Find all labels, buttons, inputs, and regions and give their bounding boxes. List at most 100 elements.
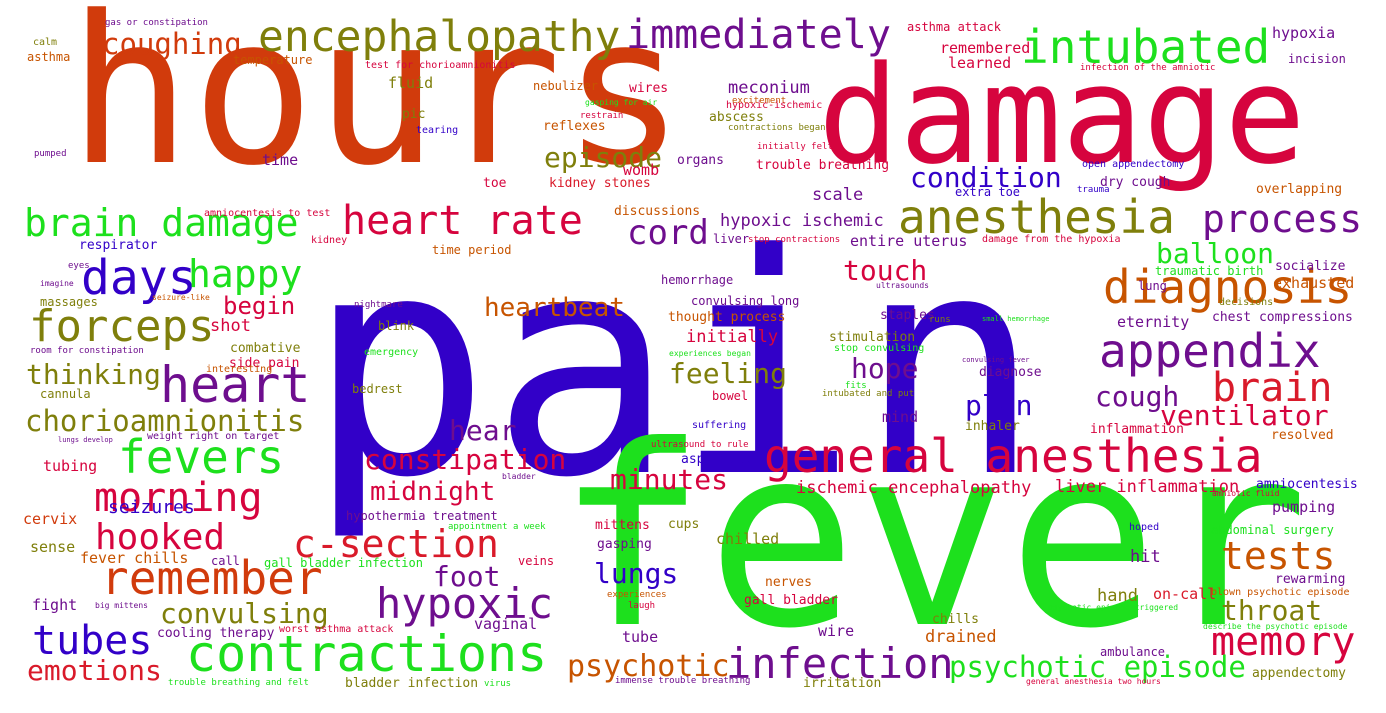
word-amniotic-fluid: amniotic fluid — [1212, 489, 1280, 498]
word-bowel: bowel — [712, 389, 749, 403]
word-restrain: restrain — [580, 111, 624, 121]
word-asthma: asthma — [27, 50, 71, 64]
word-lungs: lungs — [594, 557, 679, 590]
word-psychotic: psychotic — [567, 649, 730, 684]
word-convulsing: convulsing — [160, 597, 329, 630]
word-diagnosis: diagnosis — [1103, 260, 1353, 314]
word-chorioamnionitis: chorioamnionitis — [25, 404, 305, 438]
word-asthma-attack: asthma attack — [907, 20, 1001, 34]
word-thinking: thinking — [26, 358, 161, 391]
word-shot: shot — [210, 316, 251, 336]
word-side-pain: side pain — [229, 356, 300, 371]
word-bedrest: bedrest — [352, 382, 403, 396]
word-cervix: cervix — [23, 510, 78, 528]
word-anesthesia: anesthesia — [898, 190, 1175, 244]
word-respirator: respirator — [79, 238, 158, 253]
word-experiences-began: experiences began — [669, 349, 751, 358]
word-suffering: suffering — [692, 420, 747, 431]
word-trouble-breathing-and-felt: trouble breathing and felt — [168, 678, 309, 688]
word-experiences: experiences — [607, 590, 667, 600]
word-appointment-a-week: appointment a week — [448, 522, 546, 532]
word-initially: initially — [686, 327, 779, 347]
word-stop-contractions: stop contractions — [748, 235, 841, 245]
word-fever-chills: fever chills — [80, 549, 189, 567]
word-rewarming: rewarming — [1275, 572, 1346, 587]
word-emergency: emergency — [364, 347, 419, 358]
word-hit: hit — [1130, 547, 1161, 567]
word-worst-asthma-attack: worst asthma attack — [279, 624, 394, 635]
word-hypoxic-ischemic: hypoxic ischemic — [720, 211, 884, 231]
word-gas-or-constipation: gas or constipation — [105, 18, 208, 28]
word-begin: begin — [223, 292, 296, 320]
word-wire: wire — [818, 622, 855, 640]
word-infection-of-the-amniotic: infection of the amniotic — [1080, 63, 1216, 73]
word-emotions: emotions — [27, 654, 162, 687]
word-ultrasounds: ultrasounds — [876, 281, 929, 290]
word-eyes: eyes — [68, 261, 90, 271]
word-dry-cough: dry cough — [1100, 175, 1171, 190]
word-tubing: tubing — [43, 457, 98, 475]
word-interesting: interesting — [206, 364, 273, 375]
word-time-period: time period — [432, 243, 512, 257]
word-kidney-stones: kidney stones — [549, 176, 651, 191]
word-ischemic-encephalopathy: ischemic encephalopathy — [796, 478, 1032, 498]
word-mittens: mittens — [595, 518, 650, 533]
word-describe-the-psychotic-episode: describe the psychotic episode — [1203, 622, 1348, 631]
word-scale: scale — [812, 185, 864, 205]
word-days: days — [81, 250, 197, 306]
word-brain-damage: brain damage — [24, 201, 299, 245]
word-lung: lung — [1138, 279, 1167, 293]
word-laugh: laugh — [628, 601, 656, 611]
word-ventilator: ventilator — [1160, 399, 1329, 432]
word-fluid: fluid — [388, 74, 434, 92]
word-hear: hear — [449, 414, 517, 447]
word-intubated-and-put: intubated and put — [822, 389, 915, 399]
word-bladder-infection: bladder infection — [345, 676, 479, 691]
word-room-for-constipation: room for constipation — [30, 346, 144, 356]
word-lungs-develop: lungs develop — [58, 436, 113, 444]
word-pumping: pumping — [1272, 498, 1336, 516]
word-fight: fight — [32, 596, 78, 614]
word-meconium: meconium — [728, 78, 810, 98]
word-socialize: socialize — [1275, 259, 1346, 274]
word-coughing: coughing — [102, 27, 242, 61]
word-cooling-therapy: cooling therapy — [157, 626, 275, 641]
word-calm: calm — [33, 37, 58, 48]
word-seizure-like: seizure-like — [152, 293, 210, 302]
word-tests: tests — [1221, 534, 1336, 578]
word-fevers: fevers — [118, 430, 285, 484]
word-inflammation: inflammation — [1090, 422, 1184, 437]
word-hand: hand — [1097, 586, 1138, 606]
word-vaginal: vaginal — [474, 615, 538, 633]
word-tubes: tubes — [32, 618, 153, 664]
word-eternity: eternity — [1117, 313, 1190, 331]
word-ultrasound-to-rule: ultrasound to rule — [651, 440, 749, 450]
word-traumatic-birth: traumatic birth — [1155, 264, 1264, 278]
word-time: time — [262, 151, 299, 169]
word-throat: throat — [1221, 594, 1323, 627]
word-amniocentesis: amniocentesis — [1256, 477, 1358, 492]
word-damage: damage — [818, 37, 1306, 194]
word-heart: heart — [160, 356, 311, 414]
word-cough: cough — [1095, 380, 1180, 413]
word-psychotic-episode: psychotic episode — [949, 650, 1246, 684]
word-big-mittens: big mittens — [95, 601, 148, 610]
word-extra-toe: extra toe — [955, 185, 1021, 199]
word-abscess: abscess — [709, 110, 764, 125]
word-brain: brain — [1212, 365, 1333, 411]
word-weight-right-on-target: weight right on target — [147, 431, 280, 442]
word-amniocentesis-to-test: amniocentesis to test — [204, 208, 331, 219]
word-minutes: minutes — [610, 463, 729, 496]
word-womb: womb — [623, 161, 660, 179]
word-c-section: c-section — [293, 522, 499, 566]
word-convulsing-long: convulsing long — [691, 294, 800, 308]
word-inhaler: inhaler — [965, 419, 1020, 434]
word-hooked: hooked — [95, 517, 226, 558]
word-immediately: immediately — [626, 12, 891, 58]
word-psychotic-episode-triggered: psychotic episode triggered — [1048, 603, 1179, 612]
word-staples: staples — [880, 308, 935, 323]
word-stop-convulsing: stop convulsing — [834, 343, 925, 354]
word-organs: organs — [677, 153, 724, 168]
word-process: process — [1202, 197, 1363, 241]
word-encephalopathy: encephalopathy — [258, 12, 621, 62]
